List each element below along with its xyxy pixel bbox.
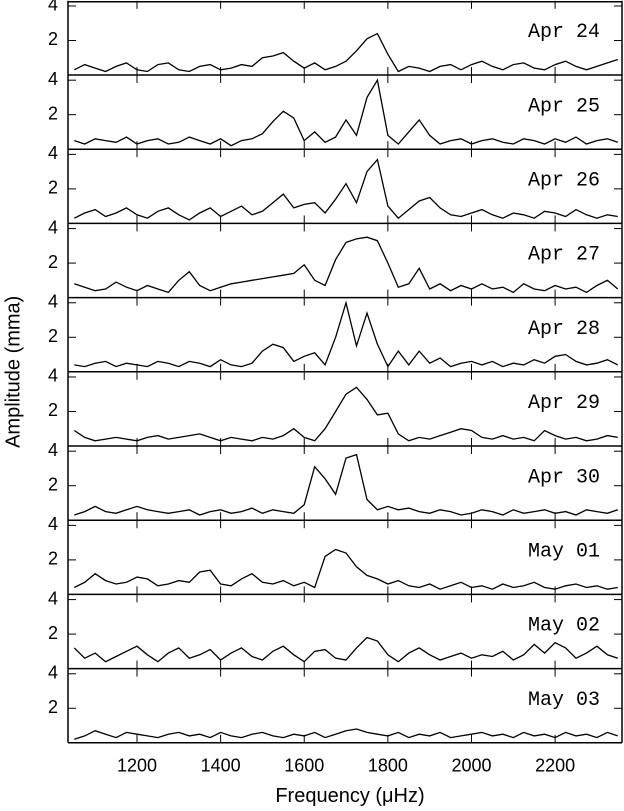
- y-tick-label: 4: [48, 440, 58, 460]
- x-tick-label: 1200: [117, 756, 157, 776]
- x-tick-label: 1400: [201, 756, 241, 776]
- amplitude-line: [74, 548, 618, 590]
- x-tick-label: 2200: [535, 756, 575, 776]
- y-axis-label: Amplitude (mma): [2, 296, 24, 448]
- x-tick-label: 1600: [284, 756, 324, 776]
- amplitude-line: [74, 236, 619, 294]
- y-tick-label: 4: [48, 69, 58, 89]
- y-tick-label: 4: [48, 0, 58, 15]
- y-tick-label: 2: [48, 326, 58, 346]
- amplitude-line: [73, 386, 618, 442]
- amplitude-line: [73, 636, 619, 663]
- amplitude-line: [74, 300, 619, 368]
- panel-label: Apr 24: [528, 21, 600, 44]
- x-tick-label: 1800: [368, 756, 408, 776]
- panel-label: Apr 29: [528, 392, 600, 415]
- y-tick-label: 2: [48, 400, 58, 420]
- x-tick-label: 2000: [451, 756, 491, 776]
- y-tick-label: 4: [48, 217, 58, 237]
- panel-label: May 01: [528, 540, 600, 563]
- y-tick-label: 2: [48, 549, 58, 569]
- panel-label: Apr 30: [528, 466, 600, 489]
- y-tick-label: 2: [48, 623, 58, 643]
- y-tick-label: 2: [48, 29, 58, 49]
- y-tick-label: 4: [48, 514, 58, 534]
- y-tick-label: 4: [48, 588, 58, 608]
- y-tick-label: 2: [48, 178, 58, 198]
- y-tick-label: 4: [48, 663, 58, 683]
- panel-label: Apr 27: [528, 244, 600, 267]
- amplitude-line: [74, 78, 619, 147]
- y-tick-label: 4: [48, 366, 58, 386]
- y-tick-label: 2: [48, 697, 58, 717]
- amplitude-line: [74, 728, 619, 740]
- amplitude-line: [74, 158, 618, 221]
- y-tick-label: 2: [48, 252, 58, 272]
- panel-label: May 03: [528, 689, 600, 712]
- panel-label: Apr 25: [528, 95, 600, 118]
- x-axis-label: Frequency (μHz): [275, 785, 424, 807]
- y-tick-label: 4: [48, 143, 58, 163]
- amplitude-line: [74, 453, 619, 516]
- y-tick-label: 2: [48, 474, 58, 494]
- amplitude-line: [74, 32, 619, 73]
- panel-label: Apr 28: [528, 318, 600, 341]
- panel-label: May 02: [528, 615, 600, 638]
- y-tick-label: 4: [48, 292, 58, 312]
- y-tick-label: 2: [48, 103, 58, 123]
- panel-label: Apr 26: [528, 169, 600, 192]
